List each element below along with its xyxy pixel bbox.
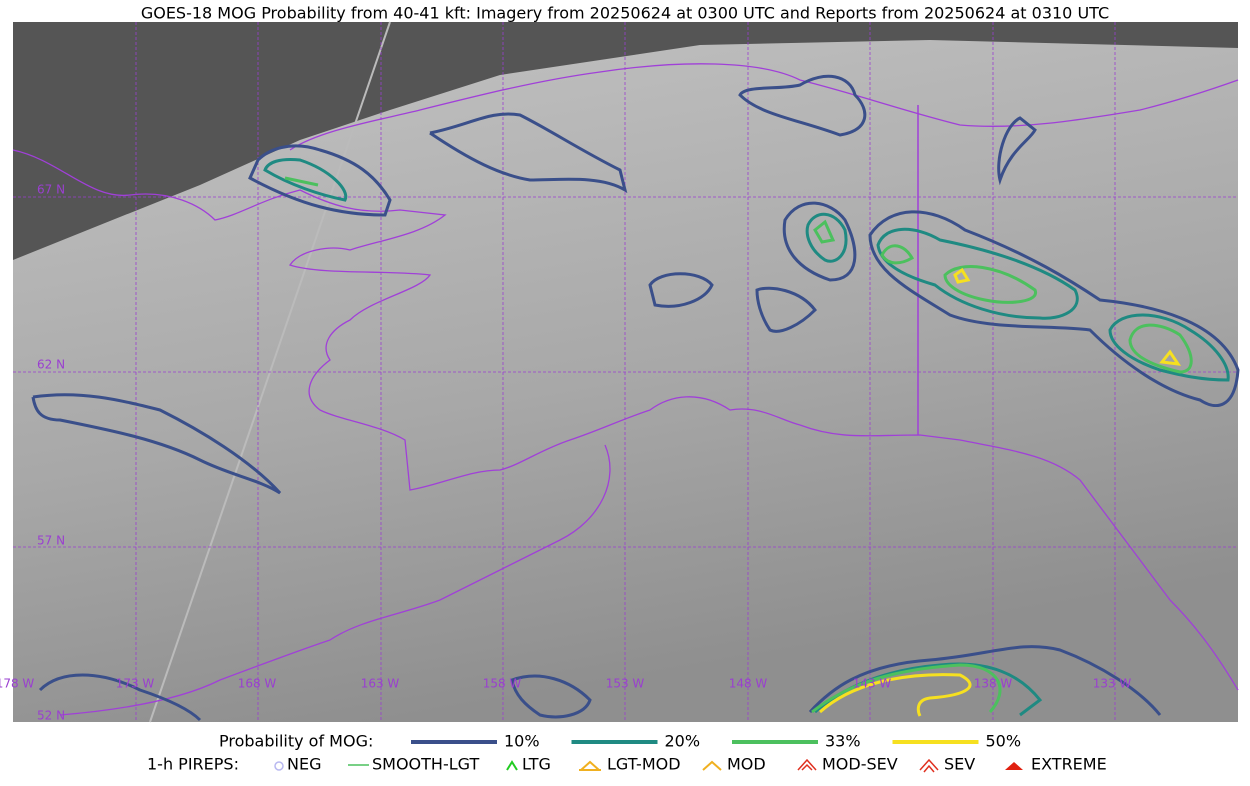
legend-label: Probability of MOG: [219, 732, 373, 751]
legend-item: 20% [665, 732, 701, 751]
legend-icon [1005, 762, 1023, 770]
contour-20 [1108, 313, 1230, 382]
contour-10 [808, 645, 1162, 716]
contour-10 [429, 112, 628, 194]
legend-icon [274, 761, 284, 771]
lon-label: 173 W [116, 677, 155, 691]
contour-10 [38, 673, 202, 722]
contour-10 [868, 210, 1240, 408]
contour-50 [1159, 349, 1182, 366]
contour-10 [31, 393, 282, 495]
legend-item: LGT-MOD [607, 755, 681, 774]
lat-label: 57 N [37, 534, 65, 548]
legend: Probability of MOG: 10% 20% 33% 50% 1-h PIREP… [147, 732, 1107, 774]
lon-label: 148 W [729, 677, 768, 691]
contour-10 [755, 286, 817, 333]
legend-item: 10% [504, 732, 540, 751]
contour-50 [818, 673, 972, 717]
contour-33 [284, 176, 319, 187]
legend-icon [702, 760, 722, 771]
legend-label: 1-h PIREPS: [147, 755, 239, 774]
contour-20 [805, 212, 848, 263]
legend-item: MOD [727, 755, 766, 774]
lon-label: 168 W [238, 677, 277, 691]
legend-item: MOD-SEV [822, 755, 898, 774]
map: 178 W 173 W 168 W 163 W 158 W 153 W 148 W 143 W… [0, 21, 1240, 723]
title: GOES-18 MOG Probability from 40-41 kft: … [141, 4, 1109, 23]
legend-icon [919, 758, 939, 773]
contour-33 [1128, 323, 1193, 374]
no-data-area [13, 22, 1238, 260]
lat-label: 52 N [37, 709, 65, 723]
legend-item: SMOOTH-LGT [372, 755, 479, 774]
contour-33 [813, 219, 836, 244]
lon-label: 158 W [483, 677, 522, 691]
lon-label: 138 W [974, 677, 1013, 691]
contour-33 [943, 265, 1037, 304]
legend-item: SEV [944, 755, 975, 774]
contour-10 [510, 674, 592, 719]
legend-item: LTG [522, 755, 551, 774]
lon-label: 133 W [1093, 677, 1132, 691]
legend-item: EXTREME [1031, 755, 1107, 774]
lon-label: 178 W [0, 677, 34, 691]
contour-10 [782, 201, 857, 282]
contour-33 [811, 663, 1002, 714]
legend-icon [506, 760, 518, 771]
legend-icon [797, 758, 817, 771]
legend-item: 50% [986, 732, 1022, 751]
legend-icon [579, 760, 601, 771]
contour-10 [997, 116, 1037, 186]
lat-label: 62 N [37, 358, 65, 372]
coastline [12, 149, 1239, 691]
contour-20 [876, 227, 1079, 320]
contour-10 [248, 144, 392, 217]
lon-label: 163 W [361, 677, 400, 691]
contour-10 [738, 74, 867, 137]
legend-item: NEG [287, 755, 321, 774]
contour-33 [880, 244, 915, 265]
coastline [289, 63, 1239, 151]
contour-50 [953, 267, 971, 284]
contour-10 [648, 272, 714, 308]
lon-label: 153 W [606, 677, 645, 691]
lon-label: 143 W [853, 677, 892, 691]
lat-label: 67 N [37, 183, 65, 197]
legend-item: 33% [825, 732, 861, 751]
contour-20 [263, 158, 348, 202]
